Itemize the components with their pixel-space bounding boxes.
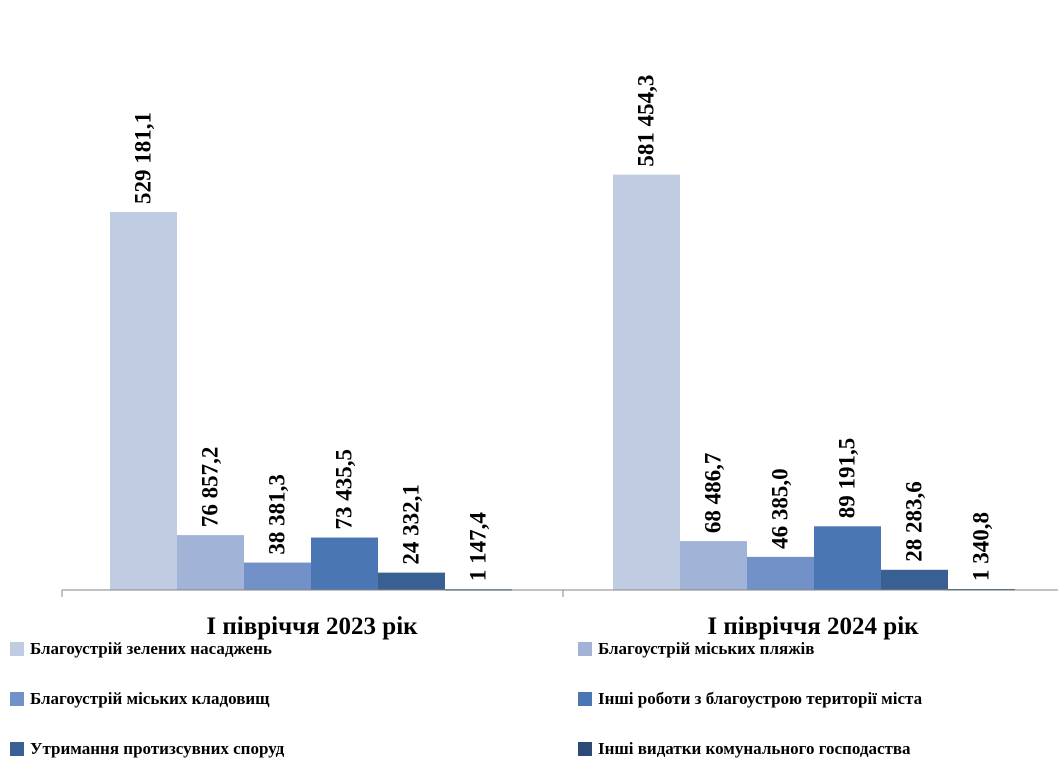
legend-label: Благоустрій зелених насаджень [30,639,272,658]
data-label-s1-c2: 581 454,3 [634,75,659,167]
data-label-s6-c1: 1 147,4 [466,512,491,582]
data-label-s1-c1: 529 181,1 [131,112,156,204]
legend-item-3: Благоустрій міських кладовищ [10,689,270,709]
bar-chart: 529 181,1 581 454,3 76 857,2 68 486,7 38 381… [61,75,1058,640]
legend-label: Інші видатки комунального господаства [598,739,911,758]
data-label-s3-c2: 46 385,0 [768,468,793,549]
data-label-s6-c2: 1 340,8 [969,512,994,581]
data-label-s4-c1: 73 435,5 [332,449,357,530]
data-label-s4-c2: 89 191,5 [835,438,860,519]
bar-s3-c1 [244,562,311,590]
bar-s5-c2 [881,569,948,590]
data-label-s5-c2: 28 283,6 [902,481,927,562]
bar-s1-c2 [613,174,680,590]
bar-s2-c1 [177,535,244,590]
legend-swatch [578,742,592,756]
legend-swatch [10,642,24,656]
category-label-1: І півріччя 2023 рік [206,613,418,640]
legend-swatch [10,742,24,756]
legend-label: Благоустрій міських кладовищ [30,689,270,708]
bar-s5-c1 [378,572,445,590]
bar-s4-c2 [814,526,881,590]
bar-s4-c1 [311,537,378,590]
legend-item-5: Утримання протизсувних споруд [10,739,284,759]
legend-label: Утримання протизсувних споруд [30,739,285,758]
legend-item-4: Інші роботи з благоустрою території міст… [578,689,922,709]
legend-label: Благоустрій міських пляжів [598,639,815,658]
data-label-s3-c1: 38 381,3 [265,474,290,555]
bar-s1-c1 [110,212,177,591]
legend-label: Інші роботи з благоустрою території міст… [598,689,923,708]
legend-item-2: Благоустрій міських пляжів [578,639,814,659]
data-label-s2-c1: 76 857,2 [198,447,223,528]
legend-swatch [10,692,24,706]
bar-s2-c2 [680,541,747,590]
legend-swatch [578,642,592,656]
category-label-2: І півріччя 2024 рік [707,613,919,640]
legend-item-6: Інші видатки комунального господаства [578,739,911,759]
legend: Благоустрій зелених насаджень Благоустрій… [0,639,1058,765]
legend-swatch [578,692,592,706]
bar-s3-c2 [747,556,814,590]
legend-item-1: Благоустрій зелених насаджень [10,639,272,659]
data-label-s2-c2: 68 486,7 [701,453,726,534]
data-label-s5-c1: 24 332,1 [399,484,424,565]
